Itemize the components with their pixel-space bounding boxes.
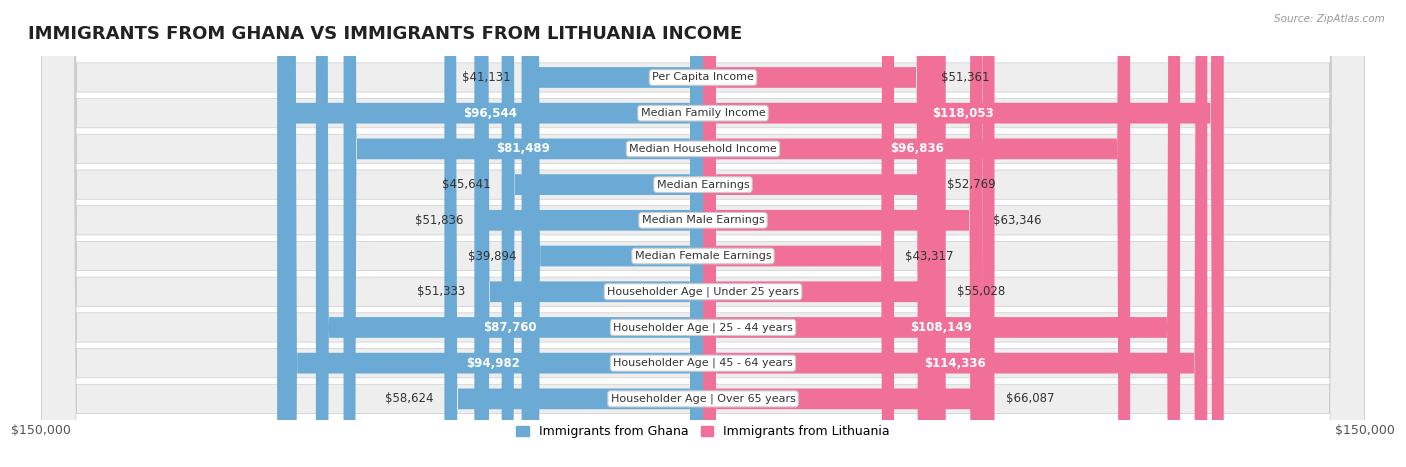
FancyBboxPatch shape [703, 0, 994, 467]
Text: Householder Age | Under 25 years: Householder Age | Under 25 years [607, 286, 799, 297]
FancyBboxPatch shape [502, 0, 703, 467]
Text: $43,317: $43,317 [905, 249, 953, 262]
Text: $114,336: $114,336 [924, 357, 986, 370]
FancyBboxPatch shape [277, 0, 703, 467]
Text: Median Female Earnings: Median Female Earnings [634, 251, 772, 261]
FancyBboxPatch shape [343, 0, 703, 467]
FancyBboxPatch shape [41, 0, 1365, 467]
FancyBboxPatch shape [41, 0, 1365, 467]
Text: $108,149: $108,149 [911, 321, 973, 334]
FancyBboxPatch shape [703, 0, 1180, 467]
Text: $96,836: $96,836 [890, 142, 943, 156]
FancyBboxPatch shape [703, 0, 1223, 467]
FancyBboxPatch shape [41, 0, 1365, 467]
FancyBboxPatch shape [41, 0, 1365, 467]
Text: $45,641: $45,641 [441, 178, 491, 191]
Text: $87,760: $87,760 [482, 321, 536, 334]
FancyBboxPatch shape [41, 0, 1365, 467]
Text: $96,544: $96,544 [463, 106, 517, 120]
Text: Per Capita Income: Per Capita Income [652, 72, 754, 83]
Text: $52,769: $52,769 [946, 178, 995, 191]
Text: IMMIGRANTS FROM GHANA VS IMMIGRANTS FROM LITHUANIA INCOME: IMMIGRANTS FROM GHANA VS IMMIGRANTS FROM… [28, 25, 742, 43]
Text: $94,982: $94,982 [467, 357, 520, 370]
FancyBboxPatch shape [41, 0, 1365, 467]
FancyBboxPatch shape [703, 0, 983, 467]
Text: $51,333: $51,333 [418, 285, 465, 298]
Text: Median Household Income: Median Household Income [628, 144, 778, 154]
FancyBboxPatch shape [316, 0, 703, 467]
FancyBboxPatch shape [474, 0, 703, 467]
Text: Median Family Income: Median Family Income [641, 108, 765, 118]
Text: $118,053: $118,053 [932, 106, 994, 120]
FancyBboxPatch shape [41, 0, 1365, 467]
Legend: Immigrants from Ghana, Immigrants from Lithuania: Immigrants from Ghana, Immigrants from L… [512, 420, 894, 443]
FancyBboxPatch shape [703, 0, 1208, 467]
Text: $81,489: $81,489 [496, 142, 550, 156]
FancyBboxPatch shape [522, 0, 703, 467]
FancyBboxPatch shape [527, 0, 703, 467]
Text: $51,836: $51,836 [415, 214, 464, 227]
Text: $55,028: $55,028 [956, 285, 1005, 298]
FancyBboxPatch shape [41, 0, 1365, 467]
FancyBboxPatch shape [703, 0, 929, 467]
FancyBboxPatch shape [444, 0, 703, 467]
Text: $58,624: $58,624 [385, 392, 433, 405]
FancyBboxPatch shape [284, 0, 703, 467]
FancyBboxPatch shape [703, 0, 1130, 467]
Text: Median Male Earnings: Median Male Earnings [641, 215, 765, 225]
Text: $39,894: $39,894 [468, 249, 516, 262]
Text: Source: ZipAtlas.com: Source: ZipAtlas.com [1274, 14, 1385, 24]
FancyBboxPatch shape [41, 0, 1365, 467]
FancyBboxPatch shape [703, 0, 936, 467]
Text: Householder Age | 25 - 44 years: Householder Age | 25 - 44 years [613, 322, 793, 333]
FancyBboxPatch shape [41, 0, 1365, 467]
Text: Median Earnings: Median Earnings [657, 180, 749, 190]
FancyBboxPatch shape [703, 0, 894, 467]
Text: Householder Age | Over 65 years: Householder Age | Over 65 years [610, 394, 796, 404]
Text: $51,361: $51,361 [941, 71, 988, 84]
Text: Householder Age | 45 - 64 years: Householder Age | 45 - 64 years [613, 358, 793, 368]
Text: $41,131: $41,131 [463, 71, 510, 84]
Text: $66,087: $66,087 [1005, 392, 1054, 405]
Text: $63,346: $63,346 [994, 214, 1042, 227]
FancyBboxPatch shape [477, 0, 703, 467]
FancyBboxPatch shape [703, 0, 946, 467]
